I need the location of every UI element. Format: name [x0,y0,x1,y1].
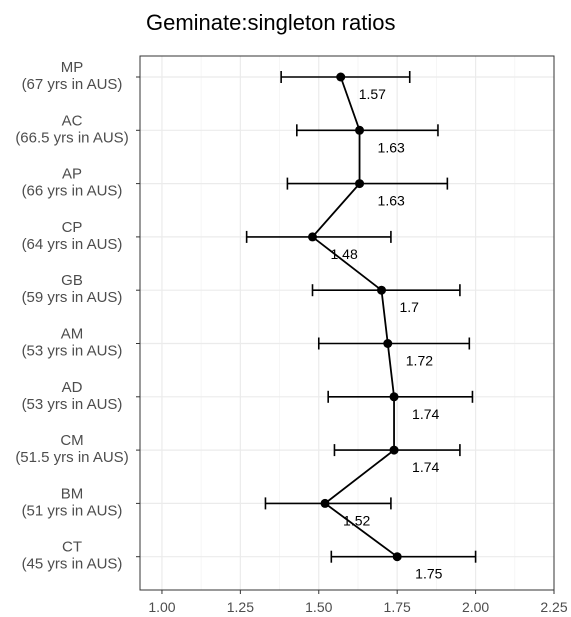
y-tick-label-name: AC [62,112,83,129]
y-tick-label-sub: (51.5 yrs in AUS) [15,449,128,466]
y-tick-label-name: AM [61,326,84,343]
data-point [392,552,402,562]
y-tick-label-name: MP [61,59,84,76]
data-point [355,125,365,135]
data-point [355,179,365,189]
x-tick-label: 1.00 [148,599,175,615]
data-point [383,339,393,348]
value-label: 1.48 [331,246,358,262]
panel-border [139,55,555,591]
y-tick-label-name: CM [60,432,83,449]
value-label: 1.52 [343,512,370,528]
data-point [377,285,386,295]
y-tick-label-name: CT [62,539,82,556]
data-point [308,232,317,242]
y-tick-label-name: BM [61,485,84,502]
data-point [336,72,346,82]
y-tick-label-sub: (45 yrs in AUS) [22,556,123,573]
axis-labels: MP(67 yrs in AUS)AC(66.5 yrs in AUS)AP(6… [15,59,568,615]
value-label: 1.72 [406,353,433,369]
y-tick-label-sub: (51 yrs in AUS) [22,502,123,519]
x-tick-label: 2.25 [540,599,567,615]
value-label: 1.74 [412,459,439,475]
y-tick-label-sub: (53 yrs in AUS) [22,343,123,360]
value-label: 1.75 [415,566,442,582]
y-tick-label-sub: (67 yrs in AUS) [22,76,123,93]
y-tick-label-sub: (64 yrs in AUS) [22,236,123,253]
value-label: 1.7 [400,299,420,315]
data-point [320,498,330,508]
plot-data: 1.57 1.63 1.63 1.48 1.7 1.72 1.74 1.74 1.52 1.75 [245,71,477,582]
y-tick-label-sub: (59 yrs in AUS) [22,289,123,306]
grid [140,56,554,590]
data-point [389,445,399,455]
chart-title: Geminate:singleton ratios [146,10,395,35]
value-label: 1.57 [359,86,386,102]
y-tick-label-name: CP [62,219,83,236]
value-label: 1.63 [378,193,405,209]
y-tick-label-name: AP [62,166,82,183]
x-tick-label: 2.00 [462,599,489,615]
y-tick-label-sub: (66 yrs in AUS) [22,183,123,200]
value-label: 1.63 [378,139,405,155]
y-tick-label-sub: (66.5 yrs in AUS) [15,129,128,146]
x-tick-label: 1.50 [305,599,332,615]
x-tick-label: 1.75 [384,599,411,615]
y-tick-label-sub: (53 yrs in AUS) [22,396,123,413]
x-tick-label: 1.25 [227,599,254,615]
y-tick-label-name: AD [62,379,83,396]
value-label: 1.74 [412,406,439,422]
data-point [389,392,399,402]
y-tick-label-name: GB [61,272,83,289]
series-line [311,76,398,558]
panel-background [140,56,554,590]
